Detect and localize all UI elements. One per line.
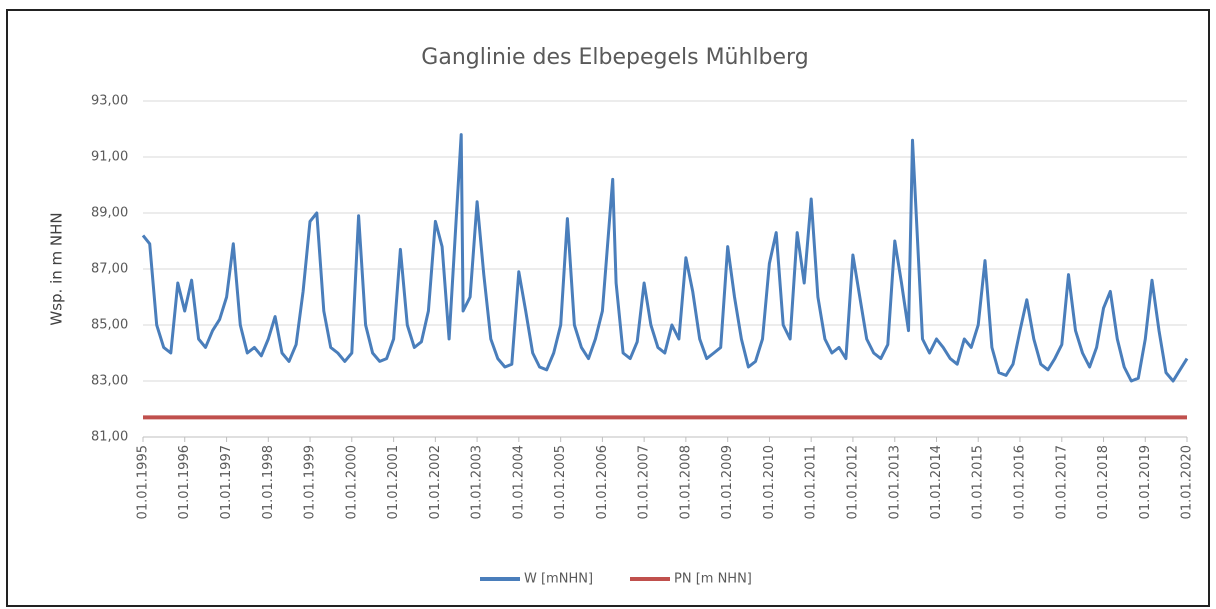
x-tick-label: 01.01.2016	[1012, 445, 1027, 519]
y-tick-label: 85,00	[91, 318, 128, 333]
x-tick-label: 01.01.1995	[136, 445, 151, 519]
x-tick-label: 01.01.2019	[1138, 445, 1153, 519]
legend-label: PN [m NHN]	[674, 572, 752, 587]
x-tick-label: 01.01.2005	[553, 445, 568, 519]
x-tick-label: 01.01.1996	[177, 445, 192, 519]
x-tick-label: 01.01.2001	[386, 445, 401, 519]
x-tick-label: 01.01.2002	[428, 445, 443, 519]
x-tick-label: 01.01.2007	[637, 445, 652, 519]
x-tick-label: 01.01.2004	[511, 445, 526, 519]
x-tick-label: 01.01.1999	[303, 445, 318, 519]
chart-title: Ganglinie des Elbepegels Mühlberg	[421, 45, 808, 70]
x-tick-label: 01.01.2006	[595, 445, 610, 519]
y-tick-label: 89,00	[91, 206, 128, 221]
y-tick-label: 83,00	[91, 374, 128, 389]
x-tick-label: 01.01.1998	[261, 445, 276, 519]
x-tick-label: 01.01.2020	[1180, 445, 1195, 519]
x-tick-label: 01.01.2008	[678, 445, 693, 519]
x-tick-label: 01.01.2011	[804, 445, 819, 519]
x-tick-label: 01.01.2010	[762, 445, 777, 519]
series-line	[141, 133, 1189, 383]
y-axis-label: Wsp. in m NHN	[48, 212, 66, 325]
x-tick-label: 01.01.2012	[845, 445, 860, 519]
legend-label: W [mNHN]	[524, 572, 593, 587]
x-tick-label: 01.01.2014	[929, 445, 944, 519]
y-tick-label: 87,00	[91, 262, 128, 277]
x-tick-label: 01.01.1997	[219, 445, 234, 519]
x-tick-label: 01.01.2015	[971, 445, 986, 519]
y-tick-label: 81,00	[91, 430, 128, 445]
x-tick-label: 01.01.2017	[1054, 445, 1069, 519]
x-tick-label: 01.01.2018	[1096, 445, 1111, 519]
y-tick-label: 91,00	[91, 150, 128, 165]
y-tick-label: 93,00	[91, 94, 128, 109]
x-tick-label: 01.01.2003	[470, 445, 485, 519]
chart-frame	[6, 9, 1210, 607]
x-tick-label: 01.01.2013	[887, 445, 902, 519]
x-tick-label: 01.01.2009	[720, 445, 735, 519]
x-tick-label: 01.01.2000	[344, 445, 359, 519]
